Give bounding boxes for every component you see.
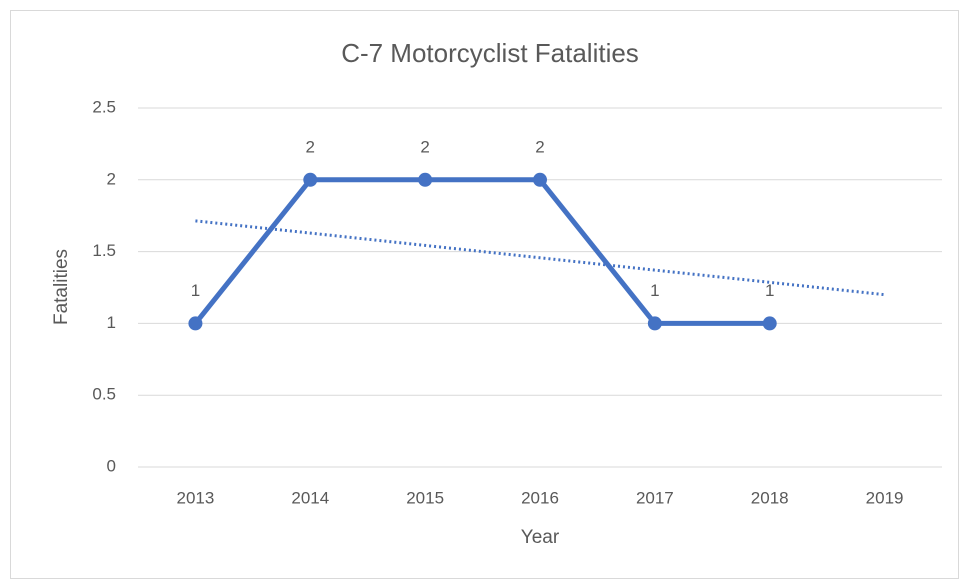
- x-axis-label: Year: [521, 527, 560, 548]
- data-label: 1: [191, 281, 200, 300]
- y-tick-label: 0.5: [92, 385, 116, 404]
- x-tick-label: 2018: [751, 488, 789, 507]
- x-tick-label: 2014: [291, 488, 329, 507]
- data-point: [647, 316, 662, 331]
- data-point: [303, 172, 318, 187]
- series-line: [193, 177, 770, 326]
- x-tick-label: 2019: [866, 488, 904, 507]
- data-label: 1: [765, 281, 774, 300]
- data-point: [188, 316, 203, 331]
- y-tick-label: 2.5: [92, 97, 116, 116]
- x-tick-label: 2017: [636, 488, 674, 507]
- x-tick-label: 2015: [406, 488, 444, 507]
- data-point: [533, 172, 547, 187]
- x-tick-label: 2013: [177, 488, 215, 507]
- x-tick-label: 2016: [521, 488, 559, 507]
- chart-frame: [10, 10, 959, 579]
- chart-title: C-7 Motorcyclist Fatalities: [341, 38, 639, 68]
- y-tick-label: 1: [107, 313, 116, 332]
- data-label: 2: [306, 137, 315, 156]
- data-label: 2: [420, 137, 429, 156]
- y-tick-label: 1.5: [92, 241, 116, 260]
- data-label: 1: [650, 281, 659, 300]
- data-point: [762, 316, 777, 331]
- y-tick-label: 2: [107, 169, 116, 188]
- data-label: 2: [535, 137, 544, 156]
- y-axis-label: Fatalities: [51, 249, 72, 325]
- trendline: [195, 219, 885, 297]
- data-point: [418, 172, 433, 187]
- y-tick-label: 0: [107, 456, 116, 475]
